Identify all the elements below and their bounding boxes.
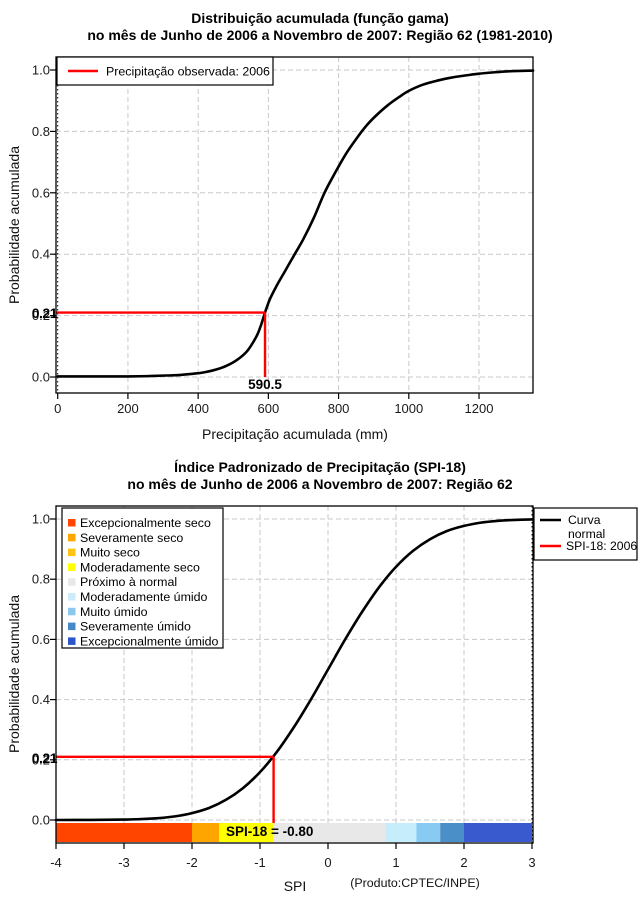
chart1-cdf-curve: [56, 69, 535, 378]
category-swatch: [68, 563, 76, 571]
chart1-y-tick-label: 0.4: [32, 247, 50, 262]
chart2-x-tick-label: -1: [254, 855, 266, 870]
chart1-y-tick-label: 0.2: [32, 308, 50, 323]
chart2-cdf-curve: [54, 518, 534, 822]
chart2-y-tick-label: 0.4: [32, 692, 50, 707]
category-label: Excepcionalmente seco: [80, 516, 211, 530]
chart2-x-tick-label: -4: [50, 855, 62, 870]
chart2-y-tick-label: 1.0: [32, 512, 50, 527]
curve-legend-box: [533, 507, 638, 561]
chart1-x-tick-label: 600: [258, 401, 280, 416]
category-swatch: [68, 622, 76, 631]
chart2-probability-annotation: 0.21: [31, 750, 58, 766]
normal-curve-legend-label: normal: [568, 527, 605, 541]
chart2-x-tick-label: -2: [186, 855, 198, 870]
observed-precip-legend-label: Precipitação observada: 2006: [106, 65, 270, 79]
chart2-x-tick-label: 2: [460, 855, 467, 870]
chart2-colorbar-segment: [219, 823, 274, 842]
spi-2006-legend-label: SPI-18: 2006: [566, 539, 637, 553]
category-swatch: [68, 533, 76, 542]
chart2-title: Índice Padronizado de Precipitação (SPI-…: [174, 459, 466, 475]
chart2-colorbar-segment: [464, 823, 532, 842]
chart1-x-tick-label: 1200: [465, 401, 494, 416]
category-swatch: [68, 593, 76, 601]
product-credit: (Produto:CPTEC/INPE): [350, 876, 480, 890]
chart2-y-tick-label: 0.6: [32, 632, 50, 647]
chart1-title: Distribuição acumulada (função gama): [191, 10, 449, 26]
chart1-subtitle: no mês de Junho de 2006 a Novembro de 20…: [87, 27, 553, 43]
chart2-y-tick-label: 0.0: [32, 813, 50, 828]
chart2-colorbar-segment: [440, 823, 464, 842]
category-swatch: [68, 578, 76, 586]
category-swatch: [68, 607, 76, 616]
chart1-x-tick-label: 400: [187, 401, 209, 416]
chart2-x-tick-label: 3: [528, 855, 535, 870]
chart2-y-tick-label: 0.2: [32, 752, 50, 767]
chart1-probability-annotation: 0.21: [31, 305, 58, 321]
chart1-y-tick-label: 0.0: [32, 370, 50, 385]
category-label: Muito seco: [80, 546, 140, 560]
chart1-y-tick-label: 0.8: [32, 124, 50, 139]
chart1-x-tick-label: 1000: [394, 401, 423, 416]
chart2-subtitle: no mês de Junho de 2006 a Novembro de 20…: [127, 476, 513, 492]
chart1-y-tick-label: 0.6: [32, 185, 50, 200]
chart1-precipitation-annotation: 590.5: [248, 377, 282, 392]
chart2-x-tick-label: 1: [392, 855, 399, 870]
chart2-x-tick-label: 0: [324, 855, 331, 870]
chart2-spi-value-annotation: SPI-18 = -0.80: [226, 824, 314, 839]
chart2-x-axis-title: SPI: [283, 878, 307, 894]
spi-category-legend-box: [61, 507, 224, 649]
chart1-plot-box: [55, 56, 534, 394]
chart2-colorbar-segment: [273, 823, 386, 842]
category-label: Excepcionalmente úmido: [80, 634, 219, 648]
chart2-y-tick-label: 0.8: [32, 572, 50, 587]
chart1-y-tick-label: 1.0: [32, 63, 50, 78]
category-label: Muito úmido: [80, 605, 148, 619]
category-swatch: [68, 548, 76, 557]
chart2-x-tick-label: -3: [118, 855, 130, 870]
chart2-plot-box: [55, 505, 534, 844]
category-swatch: [68, 519, 76, 527]
chart2-y-axis-title: Probabilidade acumulada: [6, 595, 22, 753]
chart1-x-tick-label: 800: [328, 401, 350, 416]
chart2-colorbar-segment: [56, 823, 192, 842]
chart2-colorbar-segment: [192, 823, 220, 842]
chart1-x-tick-label: 0: [54, 401, 61, 416]
chart2-colorbar-segment: [416, 823, 441, 842]
normal-curve-legend-label: Curva: [568, 513, 601, 527]
chart1-y-axis-title: Probabilidade acumulada: [6, 146, 22, 304]
category-swatch: [68, 637, 76, 645]
chart1-x-tick-label: 200: [117, 401, 139, 416]
chart2-colorbar-segment: [385, 823, 417, 842]
category-label: Moderadamente úmido: [80, 590, 208, 604]
chart1-x-axis-title: Precipitação acumulada (mm): [202, 426, 388, 442]
category-label: Próximo à normal: [80, 575, 177, 589]
category-label: Moderadamente seco: [80, 560, 200, 574]
category-label: Severamente seco: [80, 531, 183, 545]
category-label: Severamente úmido: [80, 620, 191, 634]
